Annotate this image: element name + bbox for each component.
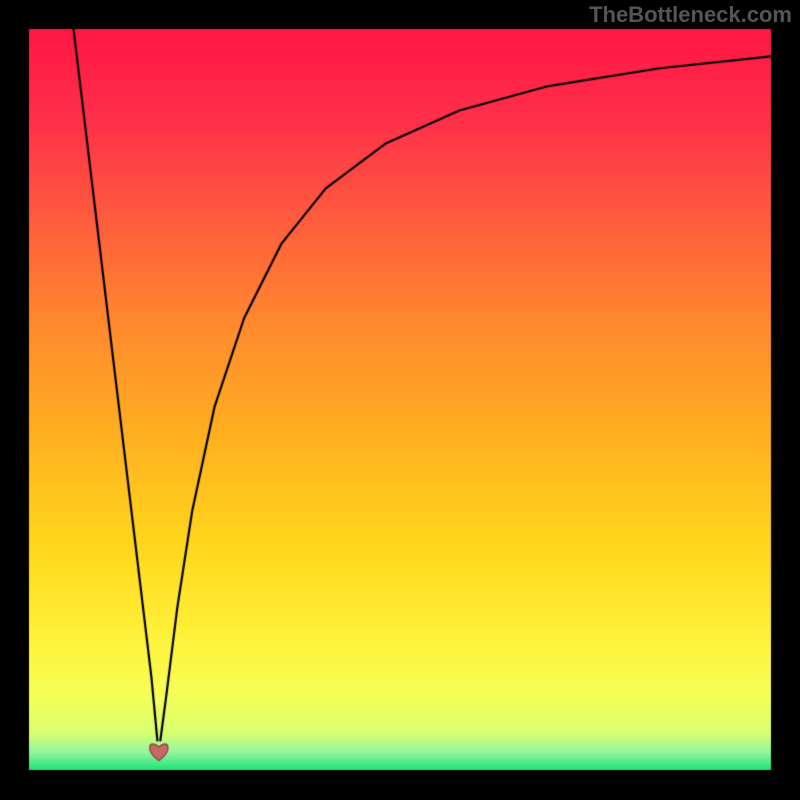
plot-canvas-host [0,0,800,800]
watermark-text: TheBottleneck.com [589,2,792,28]
plot-canvas [0,0,800,800]
chart-frame: TheBottleneck.com [0,0,800,800]
